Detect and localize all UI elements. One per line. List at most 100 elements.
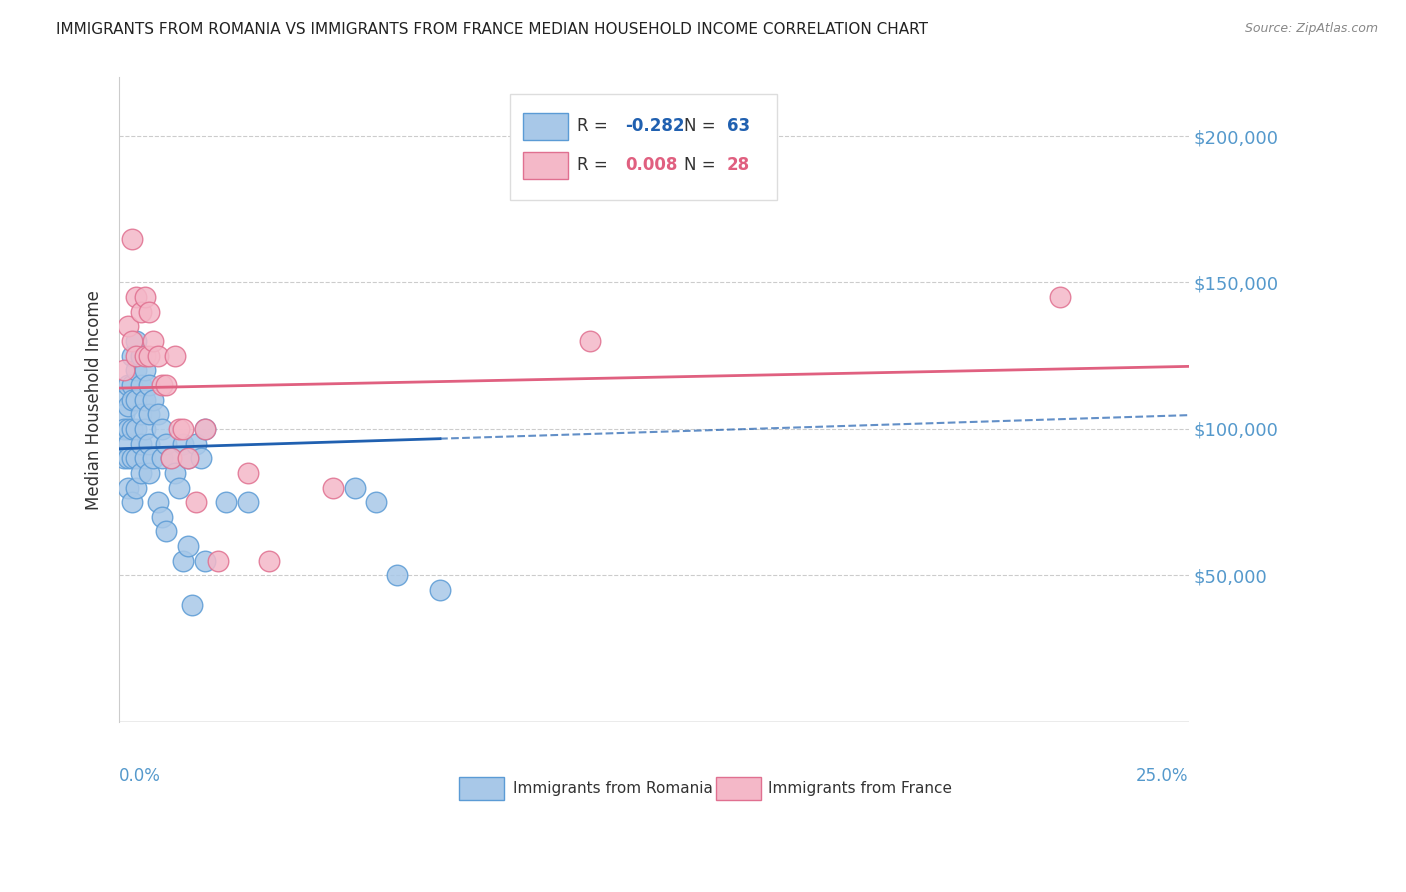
Point xyxy=(125,451,148,466)
Point xyxy=(163,349,186,363)
Point xyxy=(155,524,177,539)
Point xyxy=(236,466,259,480)
Point xyxy=(257,554,280,568)
Point xyxy=(177,539,200,553)
Text: 0.008: 0.008 xyxy=(626,156,678,174)
Point xyxy=(172,436,194,450)
Point xyxy=(138,378,160,392)
Text: R =: R = xyxy=(576,118,613,136)
Point xyxy=(138,466,160,480)
Point xyxy=(155,436,177,450)
Text: N =: N = xyxy=(683,156,721,174)
Point xyxy=(146,495,169,509)
FancyBboxPatch shape xyxy=(509,94,778,200)
Point xyxy=(129,436,152,450)
Point xyxy=(125,334,148,348)
Point xyxy=(578,334,600,348)
Y-axis label: Median Household Income: Median Household Income xyxy=(86,290,103,509)
Point xyxy=(167,481,190,495)
Point xyxy=(142,451,165,466)
Text: N =: N = xyxy=(683,118,721,136)
Point xyxy=(138,436,160,450)
Text: -0.282: -0.282 xyxy=(626,118,685,136)
Point xyxy=(159,451,181,466)
Point xyxy=(181,598,204,612)
Point xyxy=(121,451,143,466)
Point xyxy=(172,422,194,436)
Point xyxy=(177,451,200,466)
Point xyxy=(121,495,143,509)
Point xyxy=(125,422,148,436)
Point xyxy=(112,407,135,421)
Text: 0.0%: 0.0% xyxy=(120,767,162,785)
Point xyxy=(194,554,217,568)
Text: R =: R = xyxy=(576,156,613,174)
Point xyxy=(117,319,139,334)
Point xyxy=(134,451,156,466)
Point xyxy=(207,554,229,568)
Point xyxy=(387,568,409,582)
Point xyxy=(364,495,387,509)
Point xyxy=(129,305,152,319)
Point xyxy=(117,436,139,450)
Text: 63: 63 xyxy=(727,118,749,136)
Point xyxy=(142,392,165,407)
Point xyxy=(322,481,344,495)
Text: 28: 28 xyxy=(727,156,749,174)
Point xyxy=(134,422,156,436)
Point xyxy=(138,407,160,421)
Point xyxy=(117,399,139,413)
Point xyxy=(236,495,259,509)
Point xyxy=(121,392,143,407)
Point xyxy=(150,509,173,524)
Point xyxy=(121,334,143,348)
Point xyxy=(172,554,194,568)
Point xyxy=(194,422,217,436)
Point xyxy=(112,392,135,407)
Point xyxy=(150,422,173,436)
Point xyxy=(664,144,686,158)
Point xyxy=(142,334,165,348)
Point xyxy=(134,392,156,407)
Point xyxy=(190,451,212,466)
Point xyxy=(125,363,148,377)
Point xyxy=(150,451,173,466)
Point xyxy=(177,451,200,466)
Point xyxy=(150,378,173,392)
Point xyxy=(155,378,177,392)
Point xyxy=(1049,290,1071,304)
Point xyxy=(138,305,160,319)
Text: Immigrants from France: Immigrants from France xyxy=(768,781,952,797)
Point xyxy=(159,451,181,466)
Text: Immigrants from Romania: Immigrants from Romania xyxy=(513,781,713,797)
FancyBboxPatch shape xyxy=(523,152,568,178)
Point xyxy=(163,466,186,480)
Point xyxy=(121,378,143,392)
Point xyxy=(134,363,156,377)
FancyBboxPatch shape xyxy=(716,777,761,800)
Point xyxy=(134,349,156,363)
Point xyxy=(112,422,135,436)
Point xyxy=(167,422,190,436)
Point xyxy=(129,407,152,421)
Point xyxy=(121,349,143,363)
Point xyxy=(194,422,217,436)
Text: 25.0%: 25.0% xyxy=(1136,767,1188,785)
Point xyxy=(117,422,139,436)
Point xyxy=(117,481,139,495)
Point xyxy=(112,451,135,466)
Point xyxy=(186,495,208,509)
Point xyxy=(215,495,238,509)
Text: Source: ZipAtlas.com: Source: ZipAtlas.com xyxy=(1244,22,1378,36)
Point xyxy=(146,407,169,421)
Point xyxy=(134,290,156,304)
Point xyxy=(121,231,143,245)
FancyBboxPatch shape xyxy=(460,777,505,800)
Point xyxy=(429,582,451,597)
FancyBboxPatch shape xyxy=(523,113,568,140)
Point xyxy=(186,436,208,450)
Point xyxy=(129,378,152,392)
Point xyxy=(343,481,366,495)
Point xyxy=(138,349,160,363)
Point xyxy=(121,422,143,436)
